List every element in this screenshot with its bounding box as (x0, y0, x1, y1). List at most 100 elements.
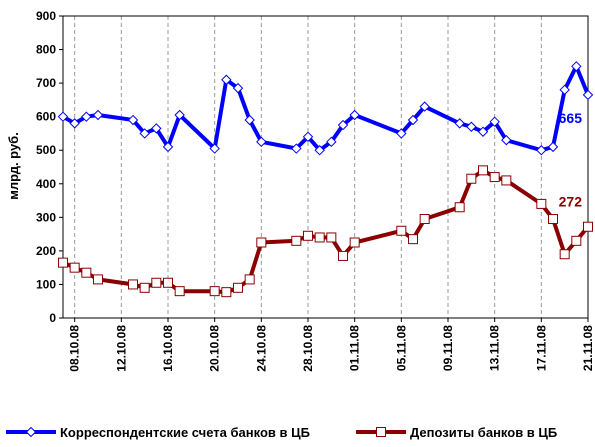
data-point (396, 225, 407, 236)
data-point (291, 143, 302, 154)
legend-swatch-marker (376, 427, 386, 437)
y-tick-label: 600 (36, 110, 56, 124)
y-tick-label: 900 (36, 9, 56, 23)
data-point (93, 274, 103, 285)
plot-area-border (62, 15, 589, 319)
data-point (326, 136, 337, 148)
data-point (466, 173, 477, 184)
data-point (559, 249, 570, 260)
legend-swatch-marker (25, 426, 37, 438)
data-point (478, 165, 488, 176)
data-point (338, 250, 348, 261)
data-point (221, 287, 232, 298)
data-point (256, 136, 267, 148)
data-point (163, 277, 173, 288)
y-tick-label: 0 (49, 311, 56, 325)
series-2: 272 (58, 165, 593, 298)
data-point (174, 286, 185, 297)
data-point (501, 175, 512, 186)
data-point (477, 126, 489, 137)
data-point (408, 234, 418, 245)
data-point (396, 128, 407, 139)
data-point (127, 114, 139, 126)
data-point (314, 145, 325, 156)
x-axis-ticks: 08.10.08 12.10.08 16.10.08 20.10.08 24.10.08… (68, 318, 595, 372)
data-point (326, 232, 337, 243)
data-point (291, 235, 302, 246)
y-tick-label: 700 (36, 76, 56, 90)
data-point (81, 111, 92, 122)
data-point (337, 119, 349, 131)
data-point (256, 237, 267, 248)
data-point (221, 74, 232, 85)
data-point (419, 214, 430, 225)
data-point (489, 116, 500, 127)
y-tick-label: 500 (36, 143, 56, 157)
data-point (151, 277, 162, 288)
x-tick-label: 20.10.08 (208, 325, 222, 372)
data-point (233, 282, 243, 293)
y-axis-label: млрд. руб. (6, 132, 21, 200)
series-1: 665 (57, 61, 594, 156)
data-point (209, 143, 220, 154)
data-point (139, 128, 150, 139)
series-layer: 665 272 (57, 61, 594, 298)
data-label: 272 (559, 194, 583, 210)
data-point (501, 134, 512, 146)
data-point (349, 109, 360, 121)
y-tick-label: 200 (36, 244, 56, 258)
data-point (536, 198, 547, 209)
data-point (559, 84, 570, 96)
data-point (57, 111, 69, 122)
legend: Корреспондентские счета банков в ЦБ Депоз… (6, 425, 557, 440)
data-point (419, 101, 430, 112)
data-point (302, 131, 314, 143)
data-point (582, 89, 594, 101)
x-tick-label: 01.11.08 (348, 325, 362, 371)
data-point (547, 141, 559, 153)
data-label: 665 (559, 110, 583, 126)
data-point (571, 61, 582, 72)
x-tick-label: 21.11.08 (581, 325, 595, 371)
data-point (314, 232, 325, 243)
data-point (209, 286, 220, 297)
data-point (466, 121, 477, 132)
data-point (174, 109, 185, 121)
y-axis-ticks: 0 100 200 300 400 500 600 700 800 900 (36, 9, 63, 325)
data-point (571, 235, 582, 246)
data-point (489, 172, 500, 183)
x-tick-label: 09.11.08 (441, 325, 455, 371)
x-tick-label: 24.10.08 (254, 325, 268, 372)
data-point (69, 118, 80, 129)
y-tick-label: 800 (36, 43, 56, 57)
data-point (58, 257, 68, 268)
x-tick-label: 08.10.08 (68, 325, 82, 372)
data-point (244, 114, 255, 126)
x-tick-label: 12.10.08 (114, 325, 128, 372)
data-point (454, 202, 465, 213)
data-point (81, 267, 92, 278)
data-point (407, 114, 419, 126)
x-tick-label: 17.11.08 (534, 325, 548, 371)
data-point (128, 279, 138, 290)
data-point (548, 214, 558, 225)
y-tick-label: 300 (36, 210, 56, 224)
legend-label: Корреспондентские счета банков в ЦБ (60, 425, 310, 440)
legend-item-1: Корреспондентские счета банков в ЦБ (6, 425, 310, 440)
data-point (162, 141, 174, 153)
data-point (536, 145, 547, 156)
legend-label: Депозиты банков в ЦБ (410, 425, 557, 440)
x-tick-label: 16.10.08 (161, 325, 175, 372)
data-point (69, 262, 80, 273)
axes (62, 15, 589, 319)
x-tick-label: 28.10.08 (301, 325, 315, 372)
data-point (244, 274, 255, 285)
data-point (92, 109, 104, 121)
data-point (583, 221, 593, 232)
y-tick-label: 400 (36, 177, 56, 191)
y-tick-label: 100 (36, 277, 56, 291)
data-point (454, 118, 465, 129)
x-tick-label: 13.11.08 (488, 325, 502, 371)
